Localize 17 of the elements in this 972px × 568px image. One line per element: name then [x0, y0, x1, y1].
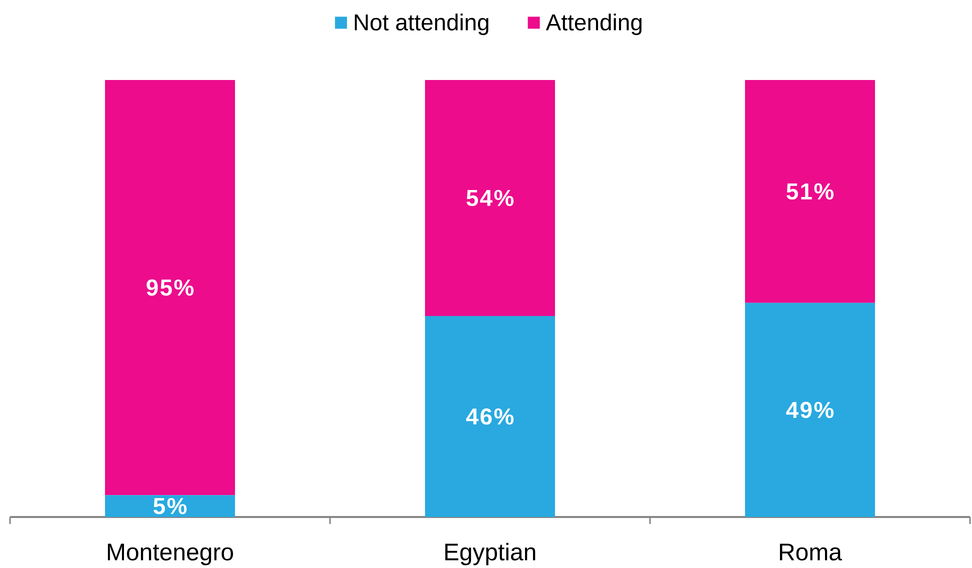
x-tick-label: Roma: [780, 544, 842, 561]
legend-label: Not attending: [354, 14, 488, 36]
x-tick-label: Montenegro: [108, 544, 234, 566]
data-label: 51%: [786, 183, 834, 200]
data-label: 46%: [466, 408, 514, 425]
data-label: 95%: [146, 279, 194, 296]
x-tick-label: Egyptian: [445, 542, 536, 566]
bar: [425, 80, 556, 316]
legend-label: Attending: [546, 14, 642, 36]
bar: [745, 302, 876, 517]
data-label: 49%: [786, 402, 834, 418]
data-label: 54%: [466, 190, 514, 206]
bar: [745, 80, 876, 303]
bar: [425, 316, 556, 517]
bar: [105, 495, 236, 517]
data-label: 5%: [154, 498, 187, 514]
bar: [105, 80, 236, 496]
